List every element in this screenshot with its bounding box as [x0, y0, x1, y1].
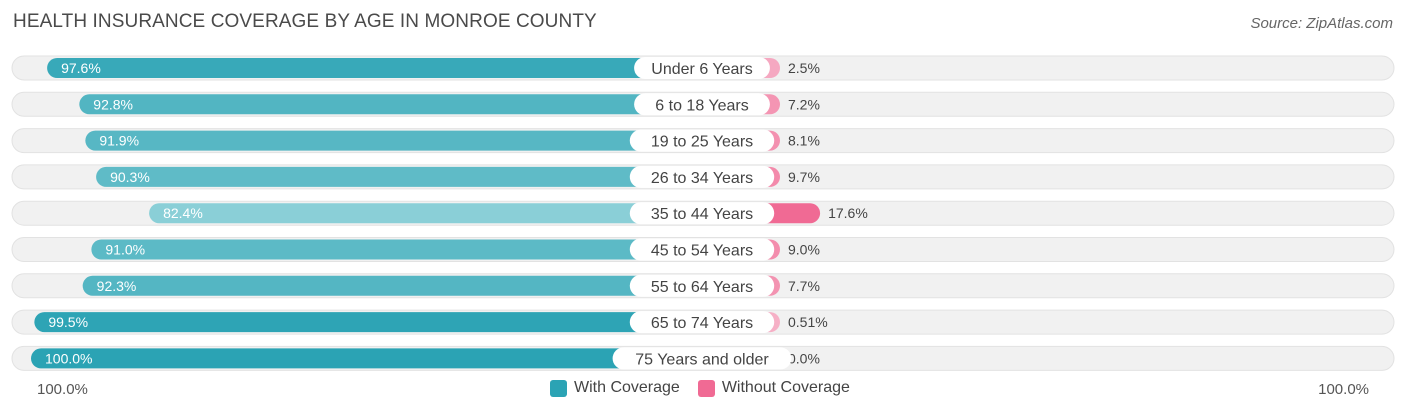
category-label: 6 to 18 Years — [655, 97, 748, 114]
category-pill — [629, 238, 775, 261]
with-coverage-value: 90.3% — [110, 169, 150, 185]
with-coverage-value: 99.5% — [48, 314, 88, 330]
without-coverage-value: 2.5% — [788, 60, 820, 76]
category-pill — [629, 129, 775, 152]
legend-swatch-without-coverage — [697, 379, 715, 397]
category-label: 26 to 34 Years — [651, 170, 753, 187]
chart-title: HEALTH INSURANCE COVERAGE BY AGE IN MONR… — [13, 11, 597, 32]
without-coverage-value: 7.2% — [788, 96, 820, 112]
with-coverage-value: 91.9% — [99, 133, 139, 149]
with-coverage-bar — [96, 166, 703, 187]
axis-left-label: 100.0% — [37, 381, 88, 398]
with-coverage-bar — [85, 130, 702, 151]
category-label: 45 to 54 Years — [651, 243, 753, 260]
category-pill — [629, 202, 775, 225]
category-label: 65 to 74 Years — [651, 315, 753, 332]
with-coverage-bar — [31, 348, 702, 369]
legend: With Coverage Without Coverage — [550, 379, 868, 397]
without-coverage-value: 7.7% — [788, 278, 820, 294]
without-coverage-value: 17.6% — [828, 205, 868, 221]
with-coverage-value: 92.3% — [97, 278, 137, 294]
without-coverage-value: 0.51% — [788, 314, 828, 330]
legend-label-without-coverage: Without Coverage — [721, 379, 850, 396]
with-coverage-bar — [34, 312, 703, 333]
with-coverage-value: 92.8% — [93, 96, 133, 112]
category-pill — [629, 165, 775, 188]
with-coverage-bar — [149, 203, 702, 224]
category-pill — [612, 347, 792, 370]
category-pill — [634, 93, 770, 116]
category-pill — [629, 274, 775, 297]
legend-label-with-coverage: With Coverage — [574, 379, 680, 396]
source-label: Source: ZipAtlas.com — [1250, 15, 1393, 32]
with-coverage-bar — [82, 275, 703, 296]
without-coverage-value: 8.1% — [788, 133, 820, 149]
with-coverage-bar — [47, 58, 702, 78]
with-coverage-bar — [79, 94, 702, 115]
axis-right-label: 100.0% — [1318, 381, 1369, 398]
category-label: 19 to 25 Years — [651, 134, 753, 151]
category-label: Under 6 Years — [651, 61, 752, 78]
with-coverage-value: 82.4% — [163, 205, 203, 221]
legend-item-with-coverage: With Coverage — [550, 379, 680, 397]
with-coverage-bar — [91, 239, 702, 260]
category-label: 75 Years and older — [635, 351, 769, 368]
without-coverage-value: 9.7% — [788, 169, 820, 185]
with-coverage-value: 97.6% — [61, 60, 101, 76]
with-coverage-value: 91.0% — [105, 242, 145, 258]
without-coverage-value: 0.0% — [788, 350, 820, 366]
category-label: 55 to 64 Years — [651, 279, 753, 296]
without-coverage-value: 9.0% — [788, 242, 820, 258]
legend-swatch-with-coverage — [550, 379, 567, 397]
category-label: 35 to 44 Years — [651, 206, 753, 223]
category-pill — [634, 57, 770, 79]
category-pill — [629, 311, 775, 334]
with-coverage-value: 100.0% — [45, 350, 92, 366]
legend-item-without-coverage: Without Coverage — [697, 379, 850, 397]
